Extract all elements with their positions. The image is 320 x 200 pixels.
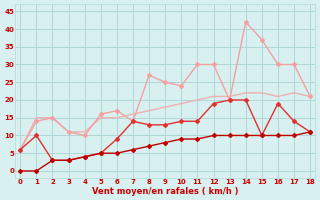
X-axis label: Vent moyen/en rafales ( km/h ): Vent moyen/en rafales ( km/h ) xyxy=(92,187,238,196)
